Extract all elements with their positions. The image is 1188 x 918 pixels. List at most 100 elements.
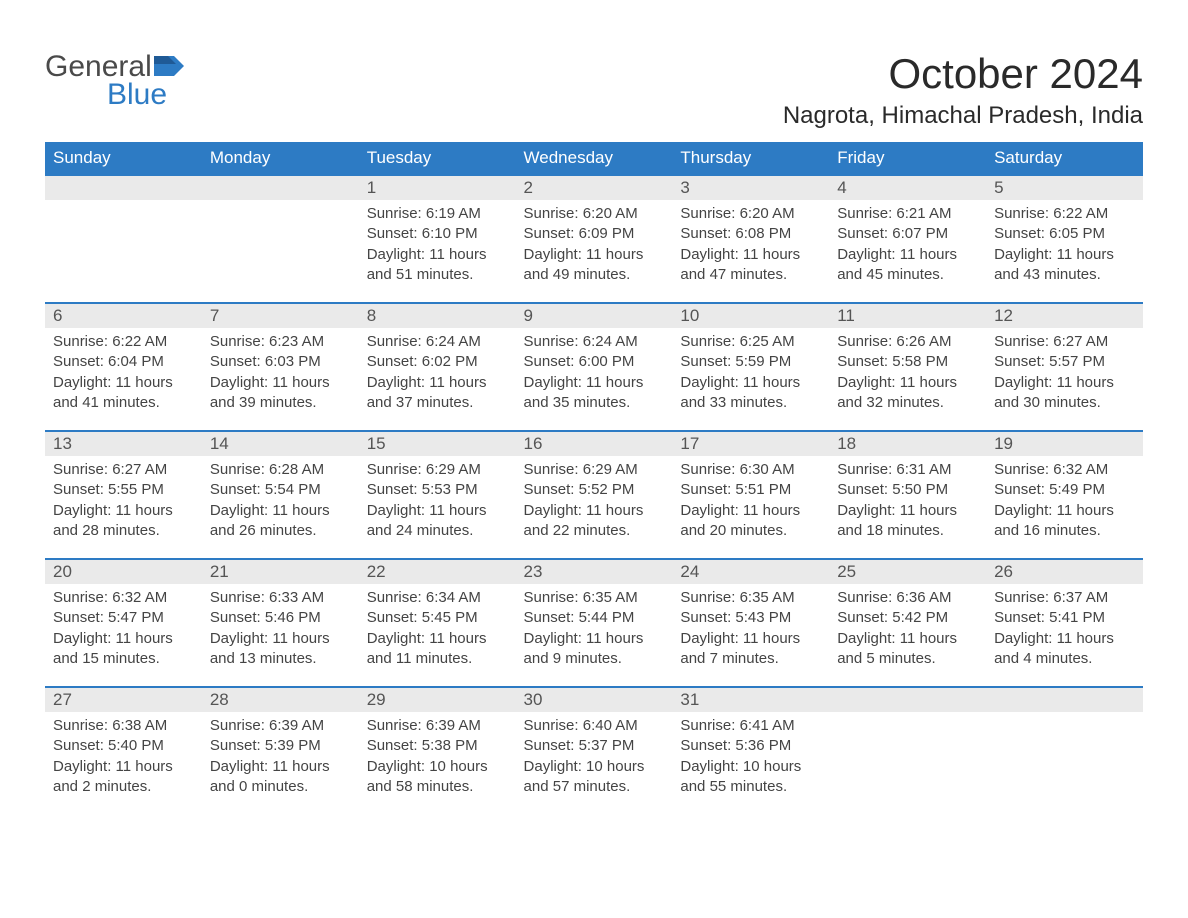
day-number: 5 [986,176,1143,200]
daylight-line: Daylight: 11 hours and 28 minutes. [53,501,194,542]
sunset-line: Sunset: 5:50 PM [837,480,978,500]
calendar-cell: 22Sunrise: 6:34 AMSunset: 5:45 PMDayligh… [359,559,516,687]
day-content: Sunrise: 6:28 AMSunset: 5:54 PMDaylight:… [202,456,359,549]
day-content: Sunrise: 6:39 AMSunset: 5:38 PMDaylight:… [359,712,516,805]
sunset-line: Sunset: 5:42 PM [837,608,978,628]
day-number: 22 [359,560,516,584]
calendar-cell: 23Sunrise: 6:35 AMSunset: 5:44 PMDayligh… [516,559,673,687]
sunset-line: Sunset: 5:51 PM [680,480,821,500]
day-number: 26 [986,560,1143,584]
sunrise-line: Sunrise: 6:20 AM [680,204,821,224]
day-number: 28 [202,688,359,712]
day-number: 18 [829,432,986,456]
sunrise-line: Sunrise: 6:31 AM [837,460,978,480]
sunset-line: Sunset: 5:41 PM [994,608,1135,628]
day-content [986,712,1143,724]
day-content [45,200,202,212]
daylight-line: Daylight: 11 hours and 41 minutes. [53,373,194,414]
day-number: 31 [672,688,829,712]
calendar-body: 1Sunrise: 6:19 AMSunset: 6:10 PMDaylight… [45,175,1143,815]
sunset-line: Sunset: 6:07 PM [837,224,978,244]
calendar-cell: 10Sunrise: 6:25 AMSunset: 5:59 PMDayligh… [672,303,829,431]
sunrise-line: Sunrise: 6:29 AM [524,460,665,480]
sunset-line: Sunset: 5:54 PM [210,480,351,500]
calendar-cell: 15Sunrise: 6:29 AMSunset: 5:53 PMDayligh… [359,431,516,559]
daylight-line: Daylight: 11 hours and 22 minutes. [524,501,665,542]
sunset-line: Sunset: 6:04 PM [53,352,194,372]
daylight-line: Daylight: 11 hours and 37 minutes. [367,373,508,414]
calendar-cell: 11Sunrise: 6:26 AMSunset: 5:58 PMDayligh… [829,303,986,431]
calendar-cell: 8Sunrise: 6:24 AMSunset: 6:02 PMDaylight… [359,303,516,431]
sunset-line: Sunset: 5:57 PM [994,352,1135,372]
calendar-cell: 29Sunrise: 6:39 AMSunset: 5:38 PMDayligh… [359,687,516,815]
sunset-line: Sunset: 6:03 PM [210,352,351,372]
sunset-line: Sunset: 6:02 PM [367,352,508,372]
sunrise-line: Sunrise: 6:30 AM [680,460,821,480]
sunset-line: Sunset: 5:38 PM [367,736,508,756]
sunrise-line: Sunrise: 6:32 AM [994,460,1135,480]
daylight-line: Daylight: 11 hours and 18 minutes. [837,501,978,542]
month-title: October 2024 [783,50,1143,98]
daylight-line: Daylight: 11 hours and 39 minutes. [210,373,351,414]
page-header: General Blue October 2024 Nagrota, Himac… [45,50,1143,130]
sunrise-line: Sunrise: 6:26 AM [837,332,978,352]
sunset-line: Sunset: 5:44 PM [524,608,665,628]
day-content: Sunrise: 6:35 AMSunset: 5:43 PMDaylight:… [672,584,829,677]
daylight-line: Daylight: 11 hours and 51 minutes. [367,245,508,286]
day-content: Sunrise: 6:27 AMSunset: 5:55 PMDaylight:… [45,456,202,549]
daylight-line: Daylight: 11 hours and 47 minutes. [680,245,821,286]
calendar-cell: 20Sunrise: 6:32 AMSunset: 5:47 PMDayligh… [45,559,202,687]
daylight-line: Daylight: 11 hours and 45 minutes. [837,245,978,286]
weekday-header: Sunday [45,142,202,175]
daylight-line: Daylight: 11 hours and 32 minutes. [837,373,978,414]
day-number: 9 [516,304,673,328]
flag-icon [154,54,184,81]
day-content: Sunrise: 6:32 AMSunset: 5:47 PMDaylight:… [45,584,202,677]
calendar-cell: 6Sunrise: 6:22 AMSunset: 6:04 PMDaylight… [45,303,202,431]
calendar-cell [829,687,986,815]
day-number: 10 [672,304,829,328]
day-number: 14 [202,432,359,456]
sunset-line: Sunset: 5:59 PM [680,352,821,372]
calendar-cell: 30Sunrise: 6:40 AMSunset: 5:37 PMDayligh… [516,687,673,815]
sunset-line: Sunset: 5:49 PM [994,480,1135,500]
calendar-table: SundayMondayTuesdayWednesdayThursdayFrid… [45,142,1143,815]
sunset-line: Sunset: 5:43 PM [680,608,821,628]
calendar-week: 20Sunrise: 6:32 AMSunset: 5:47 PMDayligh… [45,559,1143,687]
day-content: Sunrise: 6:21 AMSunset: 6:07 PMDaylight:… [829,200,986,293]
sunset-line: Sunset: 5:58 PM [837,352,978,372]
day-content: Sunrise: 6:19 AMSunset: 6:10 PMDaylight:… [359,200,516,293]
weekday-header: Tuesday [359,142,516,175]
daylight-line: Daylight: 11 hours and 15 minutes. [53,629,194,670]
daylight-line: Daylight: 10 hours and 58 minutes. [367,757,508,798]
day-content: Sunrise: 6:20 AMSunset: 6:09 PMDaylight:… [516,200,673,293]
sunrise-line: Sunrise: 6:36 AM [837,588,978,608]
daylight-line: Daylight: 11 hours and 9 minutes. [524,629,665,670]
day-content: Sunrise: 6:24 AMSunset: 6:02 PMDaylight:… [359,328,516,421]
calendar-cell: 13Sunrise: 6:27 AMSunset: 5:55 PMDayligh… [45,431,202,559]
calendar-cell: 2Sunrise: 6:20 AMSunset: 6:09 PMDaylight… [516,175,673,303]
sunrise-line: Sunrise: 6:39 AM [367,716,508,736]
day-content: Sunrise: 6:35 AMSunset: 5:44 PMDaylight:… [516,584,673,677]
day-content: Sunrise: 6:38 AMSunset: 5:40 PMDaylight:… [45,712,202,805]
day-number [45,176,202,200]
calendar-cell: 27Sunrise: 6:38 AMSunset: 5:40 PMDayligh… [45,687,202,815]
sunset-line: Sunset: 6:05 PM [994,224,1135,244]
day-content: Sunrise: 6:32 AMSunset: 5:49 PMDaylight:… [986,456,1143,549]
logo-word-blue: Blue [107,78,167,112]
sunset-line: Sunset: 6:09 PM [524,224,665,244]
calendar-week: 13Sunrise: 6:27 AMSunset: 5:55 PMDayligh… [45,431,1143,559]
day-number [829,688,986,712]
sunrise-line: Sunrise: 6:34 AM [367,588,508,608]
day-number: 12 [986,304,1143,328]
day-content: Sunrise: 6:31 AMSunset: 5:50 PMDaylight:… [829,456,986,549]
calendar-cell: 5Sunrise: 6:22 AMSunset: 6:05 PMDaylight… [986,175,1143,303]
day-number: 20 [45,560,202,584]
sunrise-line: Sunrise: 6:37 AM [994,588,1135,608]
day-number: 13 [45,432,202,456]
day-number: 4 [829,176,986,200]
sunset-line: Sunset: 5:37 PM [524,736,665,756]
day-content: Sunrise: 6:26 AMSunset: 5:58 PMDaylight:… [829,328,986,421]
sunrise-line: Sunrise: 6:33 AM [210,588,351,608]
calendar-week: 27Sunrise: 6:38 AMSunset: 5:40 PMDayligh… [45,687,1143,815]
